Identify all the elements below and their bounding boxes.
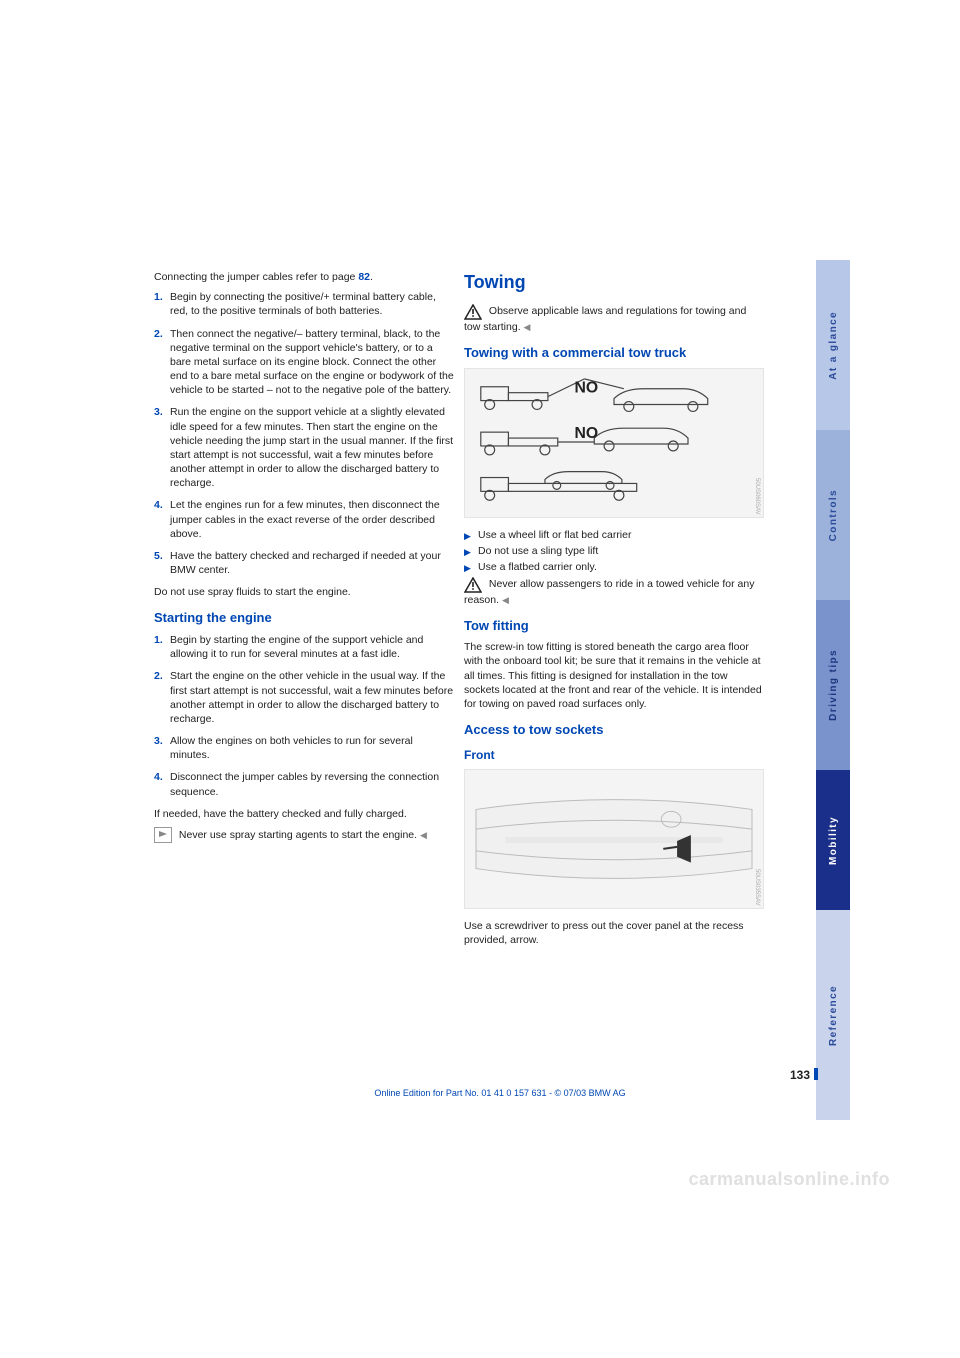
intro-c: . [370, 271, 373, 283]
warning-2: Never allow passengers to ride in a towe… [464, 577, 764, 607]
list-text: Begin by starting the engine of the supp… [170, 634, 423, 660]
towing-heading: Towing [464, 270, 764, 294]
list-number: 3. [154, 405, 163, 419]
procedure-list-1: 1. Begin by connecting the positive/+ ter… [154, 290, 454, 577]
list-number: 3. [154, 734, 163, 748]
section-tab-label: At a glance [828, 311, 839, 380]
note-line: Never use spray starting agents to start… [154, 827, 454, 843]
commercial-tow-heading: Towing with a commercial tow truck [464, 344, 764, 362]
bullet-text: Use a flatbed carrier only. [478, 561, 597, 573]
section-tab[interactable]: Controls [816, 430, 850, 600]
section-tab-label: Mobility [828, 816, 839, 865]
list-number: 5. [154, 549, 163, 563]
list-number: 1. [154, 633, 163, 647]
bullet-item: ▶Use a flatbed carrier only. [464, 560, 764, 574]
list-item: 1. Begin by starting the engine of the su… [154, 633, 454, 661]
page: At a glance Controls Driving tips Mobility R… [0, 60, 960, 1300]
list-number: 4. [154, 770, 163, 784]
list-text: Then connect the negative/– battery term… [170, 328, 454, 397]
image-code: 50US060SAV [753, 478, 761, 515]
end-marker-icon: ◀ [524, 322, 531, 332]
intro-text: Connecting the jumper cables refer to pa… [154, 270, 454, 284]
list-text: Let the engines run for a few minutes, t… [170, 499, 440, 539]
intro-b: refer to page [296, 271, 358, 283]
access-sockets-heading: Access to tow sockets [464, 721, 764, 739]
svg-text:NO: NO [575, 425, 599, 442]
bullet-icon: ▶ [464, 562, 476, 574]
intro-a: Connecting the jumper cables [154, 271, 293, 283]
bullet-icon: ▶ [464, 546, 476, 558]
front-socket-diagram: 50US035SAV [464, 769, 764, 909]
warning-icon [464, 304, 482, 320]
warning-1: Observe applicable laws and regulations … [464, 304, 764, 334]
bullet-icon: ▶ [464, 530, 476, 542]
tow-fitting-heading: Tow fitting [464, 617, 764, 635]
list-text: Start the engine on the other vehicle in… [170, 670, 453, 725]
section-tab-label: Driving tips [828, 649, 839, 721]
towing-bullets: ▶Use a wheel lift or flat bed carrier▶Do… [464, 528, 764, 575]
list-item: 3. Allow the engines on both vehicles to … [154, 734, 454, 762]
bullet-text: Use a wheel lift or flat bed carrier [478, 529, 631, 541]
procedure-list-2: 1. Begin by starting the engine of the su… [154, 633, 454, 799]
page-number: 133 [790, 1068, 810, 1082]
list-text: Allow the engines on both vehicles to ru… [170, 735, 413, 761]
end-marker-icon: ◀ [420, 830, 427, 840]
list-item: 3. Run the engine on the support vehicle … [154, 405, 454, 490]
bullet-item: ▶Use a wheel lift or flat bed carrier [464, 528, 764, 542]
list-item: 5. Have the battery checked and recharged… [154, 549, 454, 577]
bullet-item: ▶Do not use a sling type lift [464, 544, 764, 558]
note-text: Never use spray starting agents to start… [179, 829, 417, 841]
image-code: 50US035SAV [753, 869, 761, 906]
page-link[interactable]: 82 [358, 271, 370, 283]
note-icon [154, 827, 172, 843]
left-column: Connecting the jumper cables refer to pa… [154, 270, 454, 849]
list-number: 2. [154, 327, 163, 341]
svg-text:NO: NO [575, 380, 599, 397]
list-item: 1. Begin by connecting the positive/+ ter… [154, 290, 454, 318]
warning-icon [464, 577, 482, 593]
bullet-text: Do not use a sling type lift [478, 545, 598, 557]
list-item: 4. Let the engines run for a few minutes,… [154, 498, 454, 541]
list-item: 2. Then connect the negative/– battery te… [154, 327, 454, 398]
list-number: 2. [154, 669, 163, 683]
right-column: Towing Observe applicable laws and regul… [464, 270, 764, 953]
list-item: 2. Start the engine on the other vehicle … [154, 669, 454, 726]
section-tab[interactable]: At a glance [816, 260, 850, 430]
list-number: 1. [154, 290, 163, 304]
towing-diagram: NO NO 50US060SAV [464, 368, 764, 518]
front-socket-text: Use a screwdriver to press out the cover… [464, 919, 764, 947]
list-text: Run the engine on the support vehicle at… [170, 406, 453, 489]
post-text: Do not use spray fluids to start the eng… [154, 585, 454, 599]
section-tabs: At a glance Controls Driving tips Mobility R… [816, 260, 850, 1120]
watermark: carmanualsonline.info [688, 1169, 890, 1190]
section-tab[interactable]: Driving tips [816, 600, 850, 770]
list-item: 4. Disconnect the jumper cables by revers… [154, 770, 454, 798]
front-heading: Front [464, 747, 764, 763]
list-text: Disconnect the jumper cables by reversin… [170, 771, 439, 797]
post2-text: If needed, have the battery checked and … [154, 807, 454, 821]
warning-1-text: Observe applicable laws and regulations … [464, 305, 746, 333]
footer-line: Online Edition for Part No. 01 41 0 157 … [150, 1088, 850, 1098]
list-text: Have the battery checked and recharged i… [170, 550, 441, 576]
tow-fitting-text: The screw-in tow fitting is stored benea… [464, 640, 764, 711]
end-marker-icon: ◀ [502, 595, 509, 605]
section-tab-label: Controls [828, 489, 839, 541]
page-num-bar [814, 1068, 818, 1080]
section-tab[interactable]: Mobility [816, 770, 850, 910]
list-number: 4. [154, 498, 163, 512]
starting-engine-heading: Starting the engine [154, 609, 454, 627]
section-tab-label: Reference [828, 985, 839, 1046]
list-text: Begin by connecting the positive/+ termi… [170, 291, 436, 317]
